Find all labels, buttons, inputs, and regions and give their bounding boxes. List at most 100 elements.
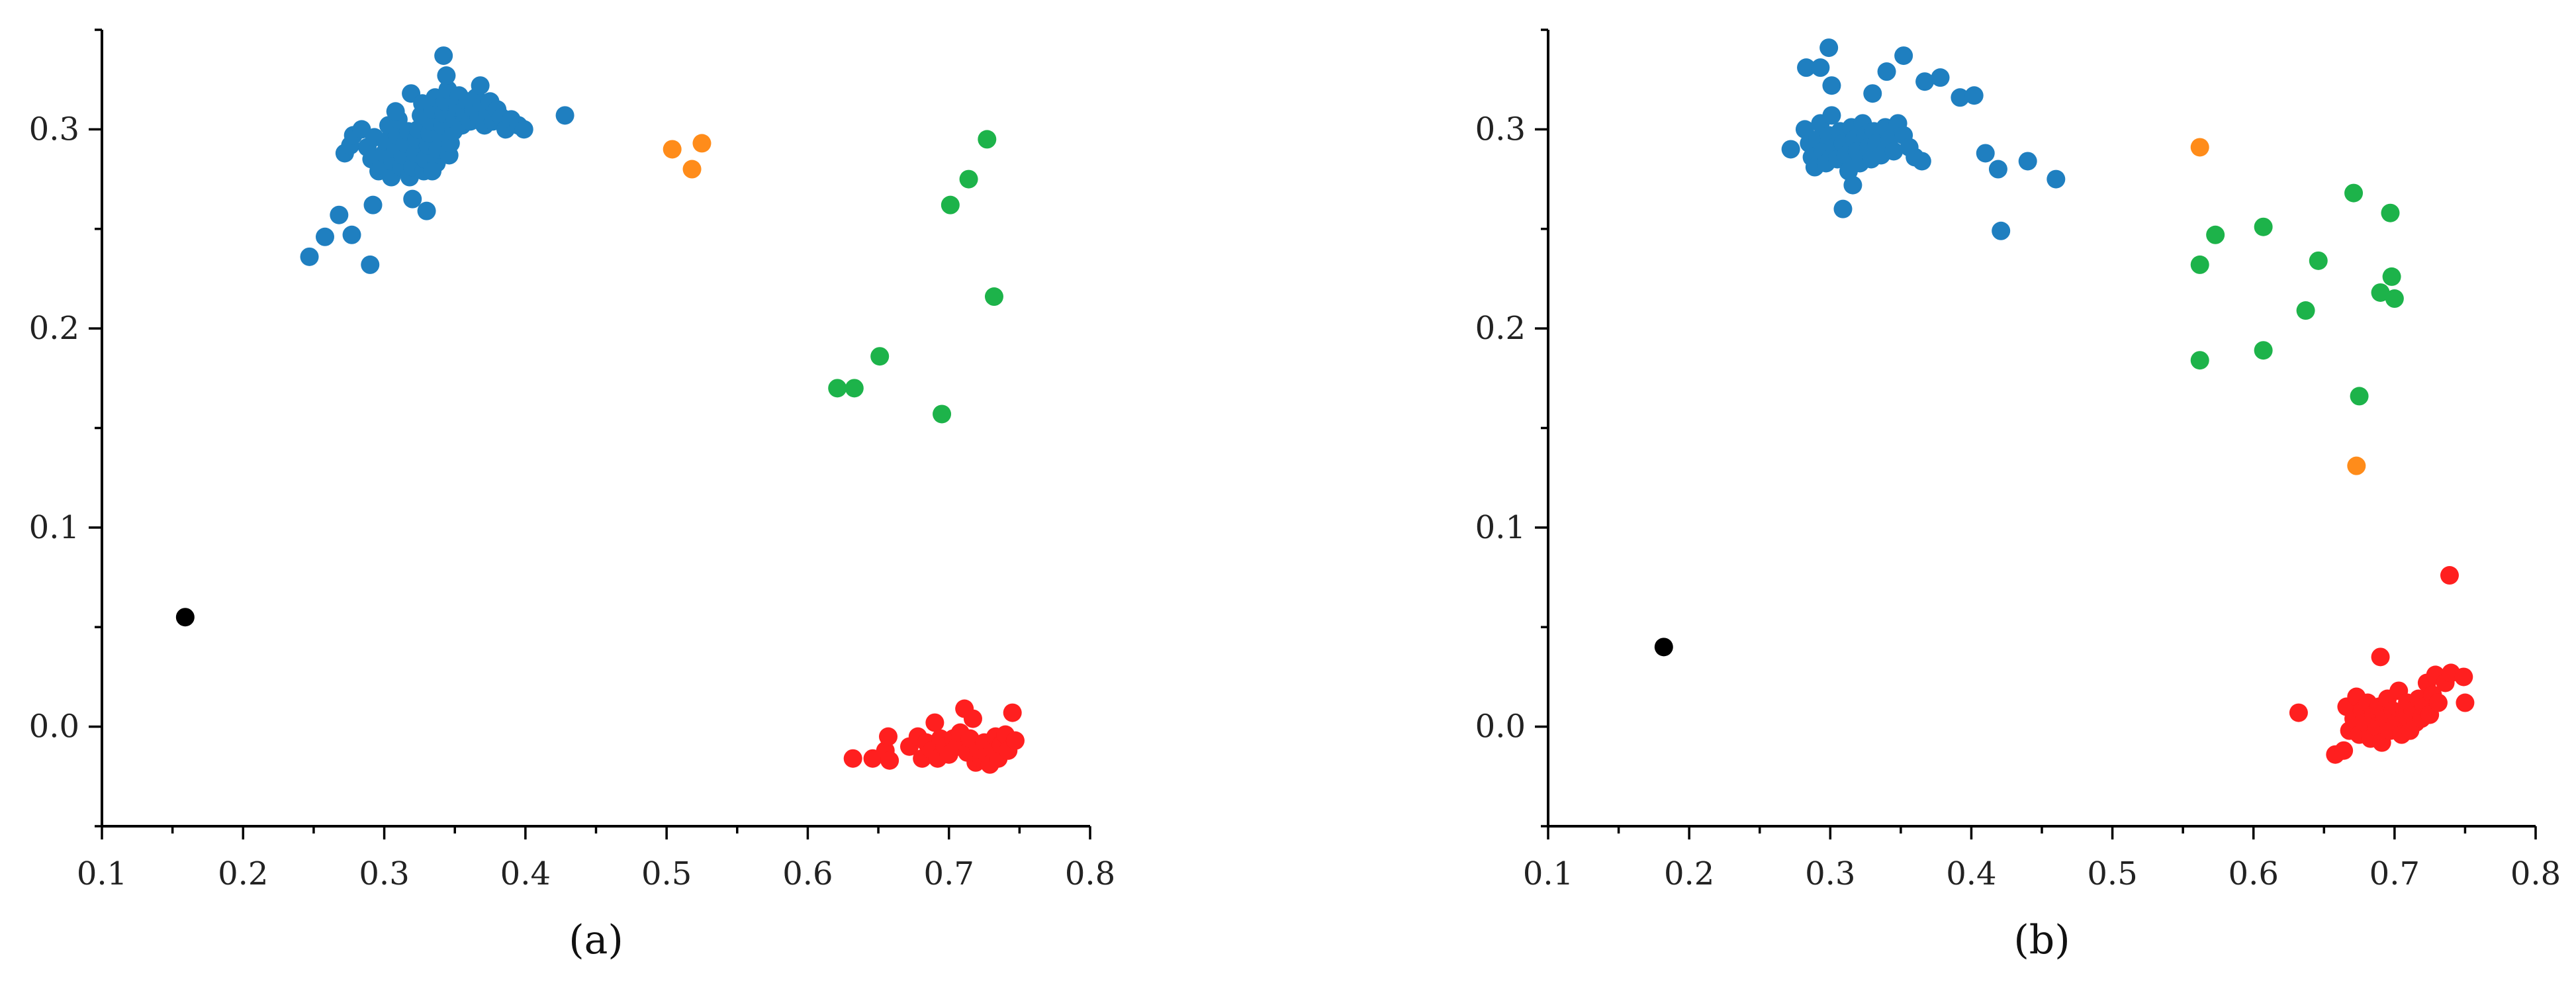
data-point	[2347, 456, 2366, 475]
data-point	[1912, 152, 1931, 171]
data-point	[1877, 62, 1896, 81]
data-point	[417, 201, 436, 220]
series-0	[300, 46, 575, 274]
data-point	[959, 169, 978, 189]
data-point	[828, 379, 847, 398]
panel-b: 0.1 0.2 0.3 0.4 0.5 0.6 0.7 0.8 0.0 0.1 0.2 0.3 (b)	[1475, 28, 2561, 963]
x-tick-label: 0.5	[2087, 855, 2137, 892]
data-point	[330, 205, 349, 224]
data-point	[1992, 221, 2011, 240]
data-point	[555, 106, 575, 125]
data-point	[879, 727, 898, 746]
data-point	[880, 751, 899, 770]
data-point	[1843, 175, 1863, 195]
data-point	[471, 76, 490, 95]
y-tick-label: 0.1	[1475, 509, 1526, 546]
y-tick-label: 0.1	[29, 509, 79, 546]
data-point	[300, 247, 319, 266]
data-point	[2344, 183, 2364, 203]
x-tick-label: 0.3	[359, 855, 409, 892]
data-point	[434, 46, 453, 66]
x-tick-label: 0.7	[2369, 855, 2420, 892]
data-point	[682, 160, 702, 179]
data-point	[2371, 283, 2390, 302]
data-point	[1915, 72, 1935, 91]
data-point	[1884, 142, 1904, 161]
data-point	[2385, 289, 2404, 309]
data-point	[2254, 341, 2273, 360]
data-point	[1931, 68, 1950, 87]
y-tick-label: 0.2	[29, 310, 79, 347]
data-point	[870, 347, 890, 366]
y-tick-label: 0.0	[29, 708, 79, 745]
data-point	[663, 140, 682, 159]
data-point	[843, 749, 862, 768]
data-point	[1003, 703, 1022, 722]
series-4	[1654, 638, 1673, 657]
data-point	[423, 162, 442, 181]
x-tick-label: 0.8	[1065, 855, 1115, 892]
data-point	[2371, 647, 2390, 667]
data-point	[1951, 88, 1970, 107]
data-point	[1822, 76, 1841, 95]
data-point	[978, 130, 997, 149]
x-tick-label: 0.7	[924, 855, 974, 892]
panel-a: 0.1 0.2 0.3 0.4 0.5 0.6 0.7 0.8 0.0 0.1 0.2 0.3 (a)	[29, 28, 1115, 963]
data-point	[2309, 251, 2328, 270]
x-tick-label: 0.4	[500, 855, 551, 892]
data-point	[1863, 84, 1882, 103]
series-4	[175, 608, 195, 627]
data-point	[1819, 38, 1839, 58]
x-tick-label: 0.4	[1946, 855, 1996, 892]
data-point	[2454, 667, 2473, 687]
data-point	[2428, 693, 2448, 712]
data-point	[1894, 46, 1913, 66]
data-point	[941, 195, 960, 214]
data-point	[963, 709, 982, 728]
x-tick-label: 0.5	[641, 855, 692, 892]
data-point	[1988, 160, 2007, 179]
data-point	[342, 225, 361, 244]
data-point	[2381, 203, 2400, 222]
data-point	[315, 227, 334, 246]
y-tick-label: 0.3	[29, 111, 79, 148]
data-point	[984, 287, 1003, 307]
series-1	[2190, 138, 2366, 475]
series-3	[843, 699, 1025, 774]
data-point	[403, 189, 422, 209]
data-point	[2018, 152, 2037, 171]
data-point	[2190, 255, 2209, 274]
data-point	[1654, 638, 1673, 657]
data-point	[175, 608, 195, 627]
data-point	[1797, 58, 1816, 77]
data-point	[692, 134, 712, 153]
y-tick-label: 0.0	[1475, 708, 1526, 745]
series-1	[663, 134, 712, 179]
data-point	[437, 66, 456, 85]
panel-label: (b)	[2013, 917, 2070, 963]
x-tick-label: 0.6	[2229, 855, 2279, 892]
data-point	[2047, 169, 2066, 189]
data-point	[1976, 144, 1995, 163]
y-tick-label: 0.2	[1475, 310, 1526, 347]
data-point	[386, 102, 405, 121]
x-tick-label: 0.3	[1805, 855, 1855, 892]
data-point	[2334, 741, 2354, 760]
x-tick-label: 0.1	[77, 855, 127, 892]
data-point	[2254, 217, 2273, 236]
data-point	[2456, 693, 2475, 712]
data-point	[1964, 86, 1984, 105]
data-point	[925, 713, 944, 732]
data-point	[2440, 566, 2459, 585]
data-point	[1811, 58, 1830, 77]
data-point	[2350, 387, 2369, 406]
data-point	[1795, 120, 1814, 139]
x-tick-label: 0.6	[782, 855, 833, 892]
data-point	[2190, 351, 2209, 370]
data-point	[2289, 703, 2308, 722]
data-point	[2296, 301, 2315, 320]
series-2	[828, 130, 1003, 424]
data-point	[363, 195, 383, 214]
